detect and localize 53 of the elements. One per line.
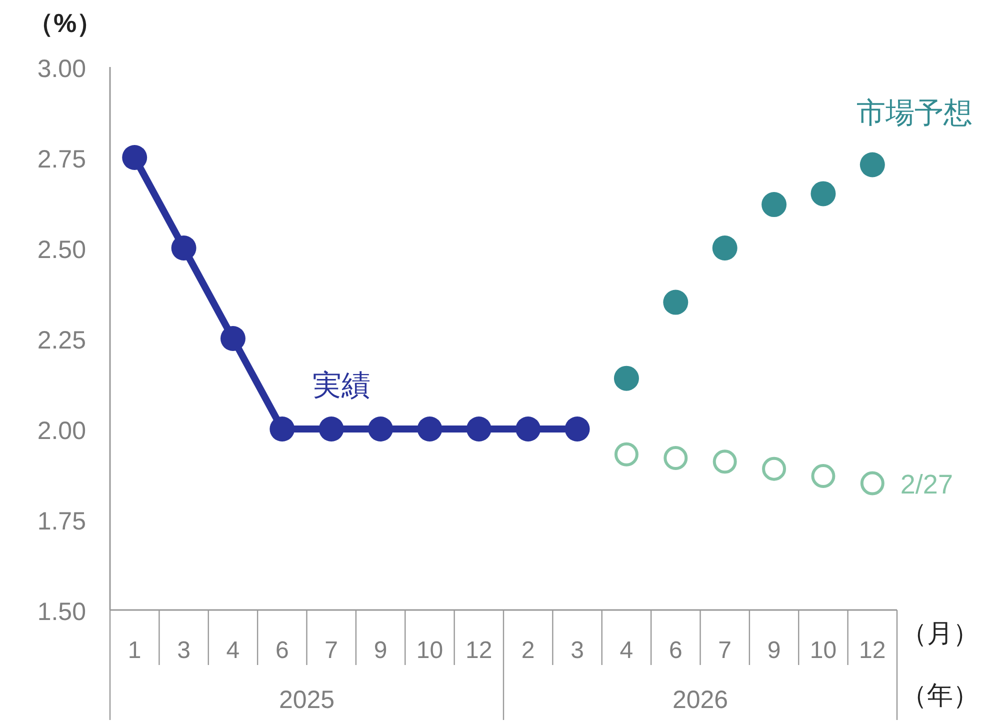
point [762, 192, 787, 218]
point [811, 464, 836, 488]
point [810, 181, 836, 206]
x-tick-label: 10 [416, 637, 444, 664]
x-tick-label: 2 [521, 637, 535, 664]
y-tick-label: 2.75 [37, 146, 86, 174]
point [564, 416, 590, 442]
point [663, 290, 688, 315]
text: 2025 [278, 686, 335, 714]
y-tick-label: 1.75 [37, 508, 86, 536]
x-tick-label: 4 [226, 637, 240, 664]
point [860, 152, 885, 178]
point [122, 145, 148, 170]
point [664, 446, 688, 470]
x-tick-label: 3 [177, 637, 190, 664]
x-tick-label: 12 [466, 637, 492, 664]
x-tick-label: 1 [128, 637, 142, 664]
x-tick-label: 4 [620, 637, 634, 664]
point [417, 416, 442, 442]
y-tick-label: 2.50 [37, 236, 86, 264]
y-tick-label: 1.50 [37, 598, 86, 626]
y-tick-label: 2.25 [37, 326, 86, 354]
point [860, 471, 884, 496]
point [712, 450, 737, 474]
y-axis-title: （%） [27, 8, 103, 38]
x-tick-label: 9 [767, 637, 781, 664]
series-label: 実績 [312, 370, 370, 402]
x-tick-label: 6 [668, 637, 682, 664]
point [466, 416, 492, 442]
y-tick-label: 3.00 [37, 55, 86, 83]
point [270, 416, 295, 442]
text: 2026 [672, 686, 728, 714]
x-tick-label: 6 [275, 637, 289, 664]
point [220, 326, 246, 351]
point [762, 456, 786, 481]
x-tick-label: 3 [570, 637, 584, 664]
x-tick-label: 9 [374, 637, 388, 664]
y-tick-label: 2.00 [37, 417, 86, 445]
point [614, 366, 639, 391]
point [318, 416, 344, 442]
x-tick-label: 10 [810, 637, 837, 664]
text: （年） [901, 680, 979, 710]
series-label: 2/27 [900, 469, 953, 500]
point [368, 416, 394, 442]
x-tick-label: 12 [859, 637, 886, 664]
series-label: 市場予想 [856, 98, 972, 130]
point [614, 442, 638, 466]
x-tick-label: 7 [324, 637, 338, 664]
point [712, 236, 738, 260]
point [171, 236, 196, 260]
point [516, 416, 541, 442]
x-tick-label: 7 [718, 637, 732, 664]
x-axis-title: （月） [901, 618, 979, 648]
